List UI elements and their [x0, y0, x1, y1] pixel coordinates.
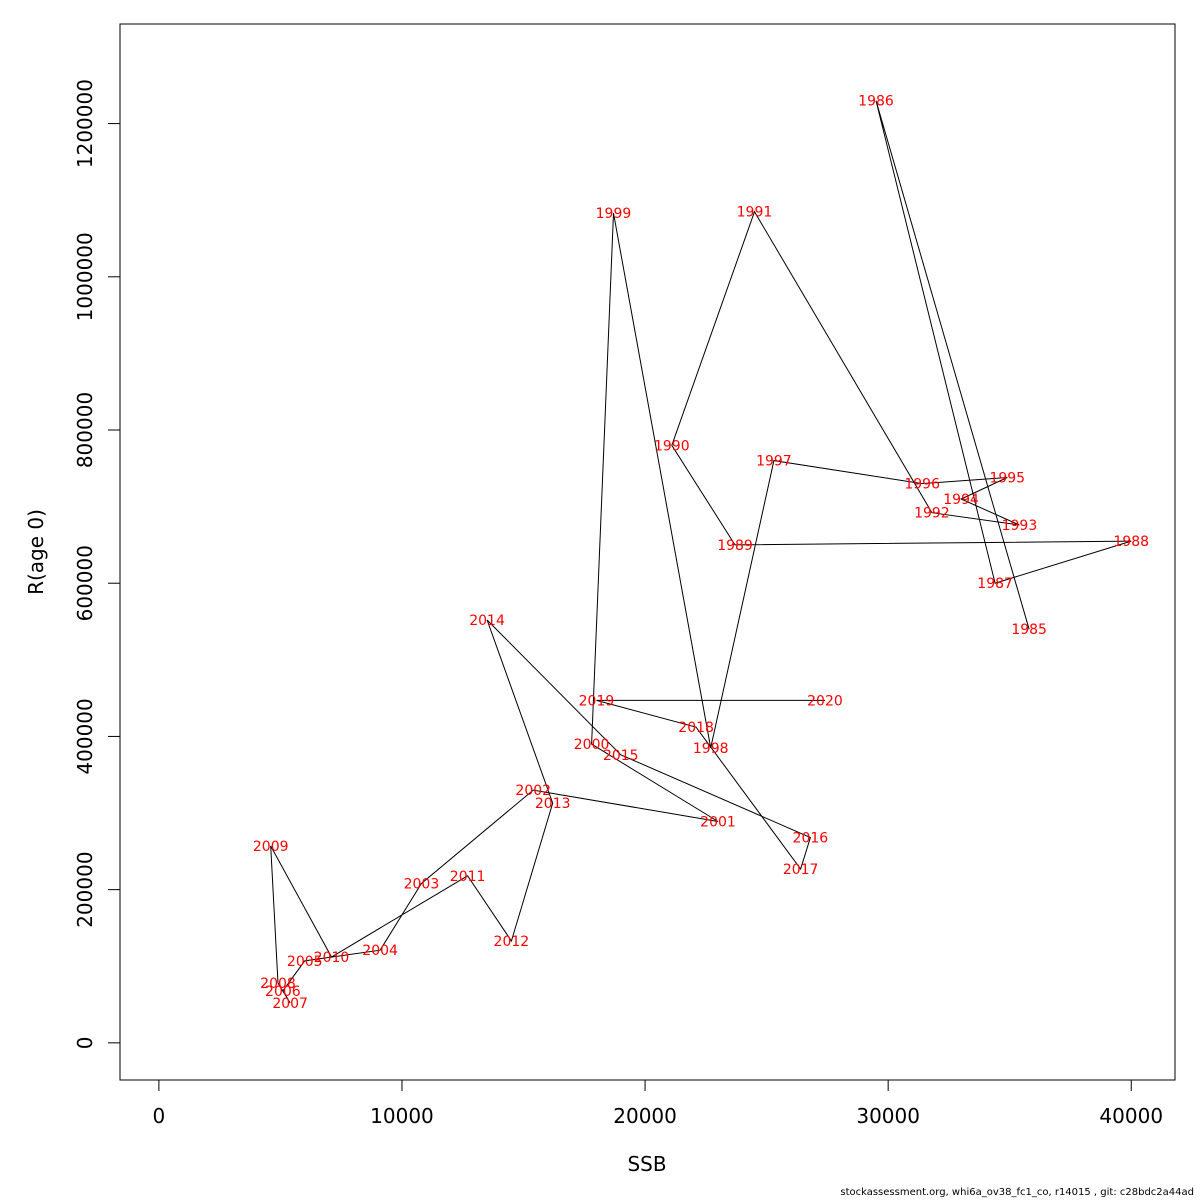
y-tick-label: 1000000: [73, 232, 97, 321]
year-label-1991: 1991: [737, 205, 773, 221]
year-label-1998: 1998: [693, 741, 729, 757]
x-tick-label: 10000: [370, 1104, 434, 1128]
year-label-1986: 1986: [858, 94, 894, 110]
year-label-2007: 2007: [272, 996, 308, 1012]
year-label-1987: 1987: [977, 576, 1013, 592]
year-label-2016: 2016: [793, 831, 829, 847]
year-label-1995: 1995: [989, 471, 1025, 487]
year-label-2004: 2004: [362, 943, 398, 959]
year-label-2012: 2012: [494, 934, 530, 950]
year-label-2013: 2013: [535, 796, 571, 812]
series-line: [270, 100, 1132, 1004]
year-label-2018: 2018: [678, 720, 714, 736]
year-label-2011: 2011: [450, 869, 486, 885]
year-labels: 1985 1986 1987 1988 1989 1990 1991 1992 1993 1994…: [253, 94, 1149, 1012]
y-axis-title: R(age 0): [24, 509, 48, 595]
year-label-2006: 2006: [265, 984, 301, 1000]
year-label-2009: 2009: [253, 839, 289, 855]
year-label-1994: 1994: [943, 492, 979, 508]
plot-frame: [119, 23, 1176, 1081]
year-label-2005: 2005: [287, 954, 323, 970]
y-axis: 0 200000 400000 600000 800000 1000000 1200000: [73, 79, 121, 1049]
year-label-1992: 1992: [914, 506, 950, 522]
y-tick-label: 600000: [73, 545, 97, 621]
year-label-1999: 1999: [596, 206, 632, 222]
year-label-2008: 2008: [260, 976, 296, 992]
x-axis: 0 10000 20000 30000 40000: [153, 1079, 1163, 1128]
footer-caption: stockassessment.org, whi6a_ov38_fc1_co, …: [840, 1187, 1194, 1198]
x-tick-label: 30000: [856, 1104, 920, 1128]
year-label-1990: 1990: [654, 438, 690, 454]
year-label-2015: 2015: [603, 748, 639, 764]
year-label-2001: 2001: [700, 814, 736, 830]
year-label-1993: 1993: [1002, 518, 1038, 534]
year-label-2003: 2003: [404, 877, 440, 893]
year-label-2010: 2010: [314, 950, 350, 966]
y-tick-label: 0: [73, 1036, 97, 1049]
x-tick-label: 0: [153, 1104, 166, 1128]
y-tick-label: 400000: [73, 698, 97, 774]
year-label-1985: 1985: [1011, 622, 1047, 638]
year-label-1996: 1996: [904, 477, 940, 493]
y-tick-label: 1200000: [73, 79, 97, 168]
year-label-2002: 2002: [515, 783, 551, 799]
y-tick-label: 200000: [73, 851, 97, 927]
x-tick-label: 20000: [613, 1104, 677, 1128]
y-tick-label: 800000: [73, 392, 97, 468]
x-axis-title: SSB: [627, 1152, 666, 1176]
year-label-2019: 2019: [579, 693, 615, 709]
year-label-2017: 2017: [783, 862, 819, 878]
year-label-2020: 2020: [807, 693, 843, 709]
year-label-2000: 2000: [574, 737, 610, 753]
year-label-1989: 1989: [717, 538, 753, 554]
year-label-1997: 1997: [756, 454, 792, 470]
year-label-2014: 2014: [469, 613, 505, 629]
year-label-1988: 1988: [1113, 534, 1149, 550]
x-tick-label: 40000: [1099, 1104, 1163, 1128]
